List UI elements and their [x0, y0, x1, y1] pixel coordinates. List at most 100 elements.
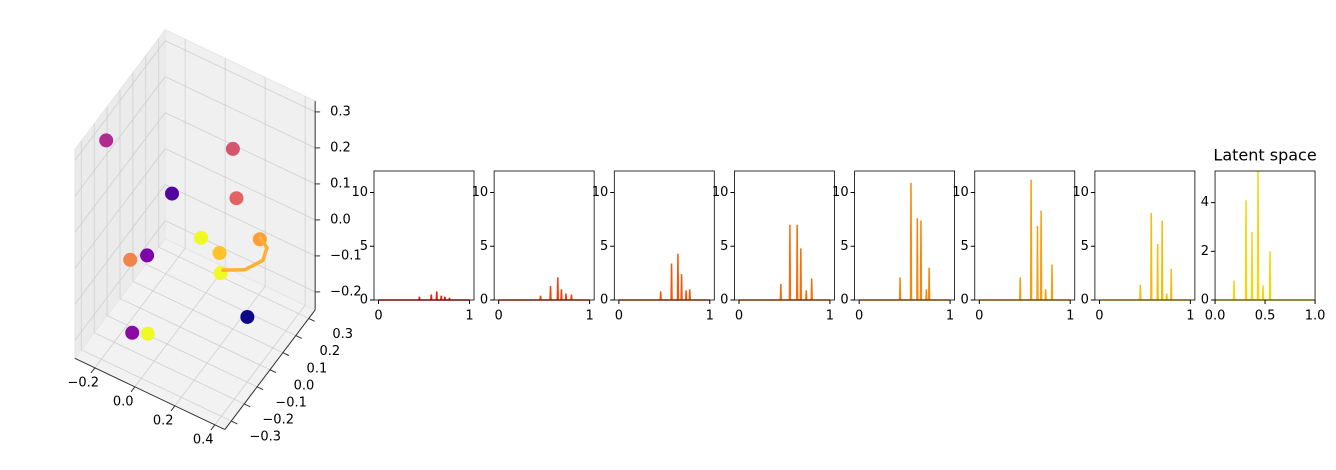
point: [99, 133, 114, 148]
trajectory: [221, 236, 269, 272]
tick-mark: [90, 367, 96, 374]
axes-background: [1094, 171, 1195, 300]
grid-line: [132, 281, 284, 354]
x-tick-label: 0: [615, 309, 623, 324]
tick-mark: [295, 335, 303, 339]
z-tick-label: 0.3: [330, 104, 351, 119]
tick-mark: [282, 352, 290, 356]
grid-line: [164, 40, 316, 113]
y-tick-label: 10: [592, 185, 609, 200]
chart-title: Latent space: [1213, 146, 1316, 165]
z-tick-label: −0.1: [330, 248, 362, 263]
point: [225, 141, 240, 156]
tick-mark: [170, 405, 176, 412]
z-tick-label: 0.0: [330, 212, 351, 227]
grid-line: [74, 148, 166, 269]
x-tick-label: 0: [495, 309, 503, 324]
z-tick-label: 0.1: [330, 176, 351, 191]
axes-frame: [613, 170, 715, 301]
axes-frame: [734, 170, 835, 301]
grid-line: [74, 40, 166, 161]
x-tick-label: 0.0: [113, 395, 134, 410]
x-tick-label: 1: [585, 309, 593, 324]
x-tick-label: 1: [946, 309, 954, 324]
y-tick-label: 0: [360, 293, 368, 308]
grid-line: [74, 184, 166, 305]
y-tick-label: −0.2: [262, 413, 294, 428]
y-tick-label: 0.0: [294, 378, 315, 393]
point: [165, 186, 179, 201]
point: [125, 325, 140, 340]
x-tick-label: 0: [1095, 309, 1103, 324]
y-tick-label: 10: [1072, 185, 1089, 200]
y-tick-label: 5: [720, 239, 728, 254]
axes-frame: [974, 170, 1076, 301]
y-tick-label: 5: [840, 239, 848, 254]
x-tick-label: 1: [706, 309, 714, 324]
y-tick-label: 10: [472, 185, 489, 200]
y-tick-label: 5: [480, 239, 488, 254]
y-tick-label: 5: [960, 239, 968, 254]
axes-background: [494, 171, 595, 300]
grid-line: [74, 76, 166, 197]
tick-mark: [269, 369, 277, 374]
point: [140, 326, 155, 341]
x-tick-label: 1.0: [1305, 309, 1326, 324]
grid-line: [158, 246, 309, 319]
axes-frame: [373, 170, 475, 301]
point: [240, 309, 255, 324]
x-tick-label: 1: [1066, 309, 1074, 324]
axes-frame: [854, 170, 955, 301]
z-tick-label: −0.2: [330, 284, 362, 299]
x-tick-label: 0.4: [193, 433, 214, 448]
point: [213, 266, 228, 281]
x-axis-line: [74, 357, 226, 431]
y-tick-label: 10: [351, 185, 368, 200]
z-tick-label: 0.2: [330, 140, 351, 155]
grid-line: [164, 112, 316, 185]
tick-mark: [243, 403, 251, 408]
y-tick-label: 0.2: [319, 344, 340, 359]
tick-mark: [130, 386, 136, 393]
point: [123, 252, 138, 267]
grid-line: [74, 112, 166, 233]
grid-line: [94, 332, 245, 405]
y-tick-label: 5: [1081, 239, 1089, 254]
y-tick-label: 0: [840, 293, 848, 308]
y-tick-label: −0.1: [275, 396, 307, 411]
x-tick-label: 0: [855, 309, 863, 324]
y-axis-line: [224, 309, 316, 430]
y-tick-label: 10: [832, 185, 849, 200]
x-tick-label: 0.0: [1205, 309, 1226, 324]
x-tick-label: 1: [465, 309, 473, 324]
y-tick-label: 4: [1201, 195, 1209, 210]
x-tick-label: 1: [1186, 309, 1194, 324]
y-tick-label: 0: [960, 293, 968, 308]
grid-line: [164, 148, 316, 221]
x-tick-label: 0: [975, 309, 983, 324]
y-tick-label: 5: [600, 239, 608, 254]
point: [194, 230, 209, 245]
axes-background: [1215, 171, 1316, 300]
grid-line: [145, 263, 296, 336]
y-tick-label: 0.1: [307, 361, 328, 376]
grid-line: [119, 298, 271, 371]
grid-line: [74, 220, 166, 341]
y-tick-label: 10: [952, 185, 969, 200]
point: [140, 248, 155, 263]
x-tick-label: 0: [374, 309, 382, 324]
grid-line: [81, 349, 232, 422]
y-tick-label: 5: [360, 239, 368, 254]
axes-frame: [493, 170, 595, 301]
axes-background: [974, 171, 1075, 300]
y-tick-label: 0: [600, 293, 608, 308]
grid-line: [164, 184, 316, 257]
x-tick-label: 0: [735, 309, 743, 324]
y-tick-label: 0: [480, 293, 488, 308]
x-tick-label: 0.5: [1255, 309, 1276, 324]
axes-background: [614, 171, 715, 300]
tick-mark: [308, 317, 315, 322]
grid-line: [164, 76, 316, 149]
y-tick-label: 0: [1201, 293, 1209, 308]
